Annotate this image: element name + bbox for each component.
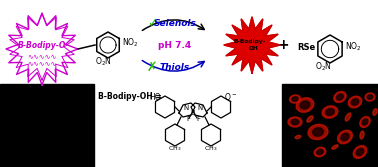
- Text: B: B: [191, 110, 195, 116]
- Ellipse shape: [337, 94, 343, 100]
- Text: B-Bodipy-: B-Bodipy-: [234, 39, 266, 43]
- Ellipse shape: [290, 95, 301, 103]
- Text: N: N: [197, 105, 203, 111]
- Ellipse shape: [348, 96, 362, 108]
- Bar: [282, 84, 378, 167]
- Ellipse shape: [353, 146, 367, 158]
- Text: O$^-$: O$^-$: [225, 92, 237, 103]
- Polygon shape: [224, 17, 280, 73]
- Text: RSe: RSe: [297, 42, 315, 51]
- Text: ∿∿∿∿∿: ∿∿∿∿∿: [27, 60, 57, 66]
- Text: pH 7.4: pH 7.4: [158, 41, 192, 49]
- Ellipse shape: [360, 117, 370, 127]
- Text: ✓: ✓: [147, 18, 157, 31]
- Text: CH$_3$: CH$_3$: [204, 145, 218, 153]
- Text: +: +: [277, 38, 289, 52]
- Ellipse shape: [322, 106, 338, 118]
- Ellipse shape: [317, 149, 323, 155]
- Ellipse shape: [300, 101, 310, 109]
- Ellipse shape: [345, 113, 351, 121]
- Ellipse shape: [334, 92, 346, 102]
- Ellipse shape: [295, 135, 301, 139]
- Ellipse shape: [360, 131, 364, 139]
- Ellipse shape: [332, 145, 338, 149]
- Ellipse shape: [308, 124, 328, 140]
- Text: B-Bodipy-OH =: B-Bodipy-OH =: [98, 92, 162, 101]
- Text: B-Bodipy-O: B-Bodipy-O: [18, 42, 66, 50]
- Text: N: N: [183, 105, 189, 111]
- Ellipse shape: [356, 148, 364, 155]
- Ellipse shape: [296, 98, 314, 112]
- Text: Thiols: Thiols: [160, 62, 190, 71]
- Ellipse shape: [341, 133, 349, 141]
- Text: F: F: [186, 116, 190, 122]
- Ellipse shape: [338, 130, 352, 144]
- Ellipse shape: [292, 97, 298, 101]
- Text: F: F: [196, 116, 200, 122]
- Text: NO$_2$: NO$_2$: [345, 41, 362, 53]
- Ellipse shape: [351, 99, 359, 105]
- Ellipse shape: [288, 117, 302, 127]
- Ellipse shape: [314, 147, 326, 157]
- Ellipse shape: [362, 119, 368, 125]
- Ellipse shape: [307, 116, 313, 122]
- Text: HO: HO: [149, 93, 161, 102]
- Text: Selenols: Selenols: [153, 20, 197, 29]
- Ellipse shape: [291, 119, 299, 125]
- Text: O$_2$N: O$_2$N: [94, 56, 112, 68]
- Ellipse shape: [367, 95, 373, 99]
- Text: O$_2$N: O$_2$N: [314, 61, 332, 73]
- Text: NO$_2$: NO$_2$: [122, 37, 139, 49]
- Text: ∿∿∿∿∿: ∿∿∿∿∿: [27, 53, 57, 59]
- Ellipse shape: [313, 128, 324, 136]
- Bar: [0, 84, 94, 167]
- Ellipse shape: [326, 109, 334, 115]
- Ellipse shape: [365, 93, 375, 101]
- Text: OH: OH: [249, 46, 259, 51]
- Text: CH$_3$: CH$_3$: [168, 145, 182, 153]
- Ellipse shape: [373, 109, 377, 115]
- Text: ✗: ✗: [147, 60, 157, 73]
